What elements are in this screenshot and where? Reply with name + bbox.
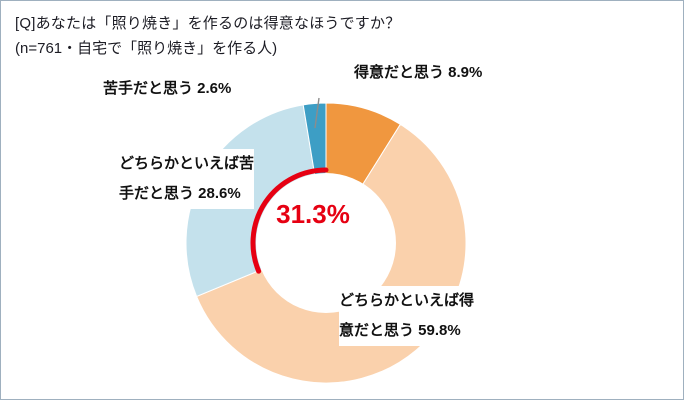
label-good-line: 得意だと思う 8.9% bbox=[354, 64, 483, 81]
highlight-arc bbox=[250, 167, 329, 274]
label-somewhat-good-line-1: どちらかといえば得 bbox=[339, 292, 475, 309]
label-bad-line: 苦手だと思う 2.6% bbox=[103, 80, 232, 97]
donut-hole bbox=[256, 173, 396, 313]
label-bad: 苦手だと思う 2.6% bbox=[103, 74, 232, 104]
label-somewhat-good-line-2: 意だと思う 59.8% bbox=[339, 322, 461, 339]
label-good: 得意だと思う 8.9% bbox=[354, 58, 483, 88]
highlight-percentage: 31.3% bbox=[276, 199, 350, 229]
question-title: [Q]あなたは「照り焼き」を作るのは得意なほうですか？ bbox=[15, 15, 401, 32]
label-somewhat-bad-line-2: 手だと思う 28.6% bbox=[119, 185, 241, 202]
label-somewhat-bad-line-1: どちらかといえば苦 bbox=[119, 155, 255, 172]
leader-line bbox=[314, 97, 320, 129]
sample-note: (n=761・自宅で「照り焼き」を作る人) bbox=[15, 40, 278, 57]
label-somewhat-bad: どちらかといえば苦 手だと思う 28.6% bbox=[119, 149, 255, 209]
label-somewhat-good: どちらかといえば得 意だと思う 59.8% bbox=[339, 286, 475, 346]
donut-chart bbox=[185, 97, 467, 384]
